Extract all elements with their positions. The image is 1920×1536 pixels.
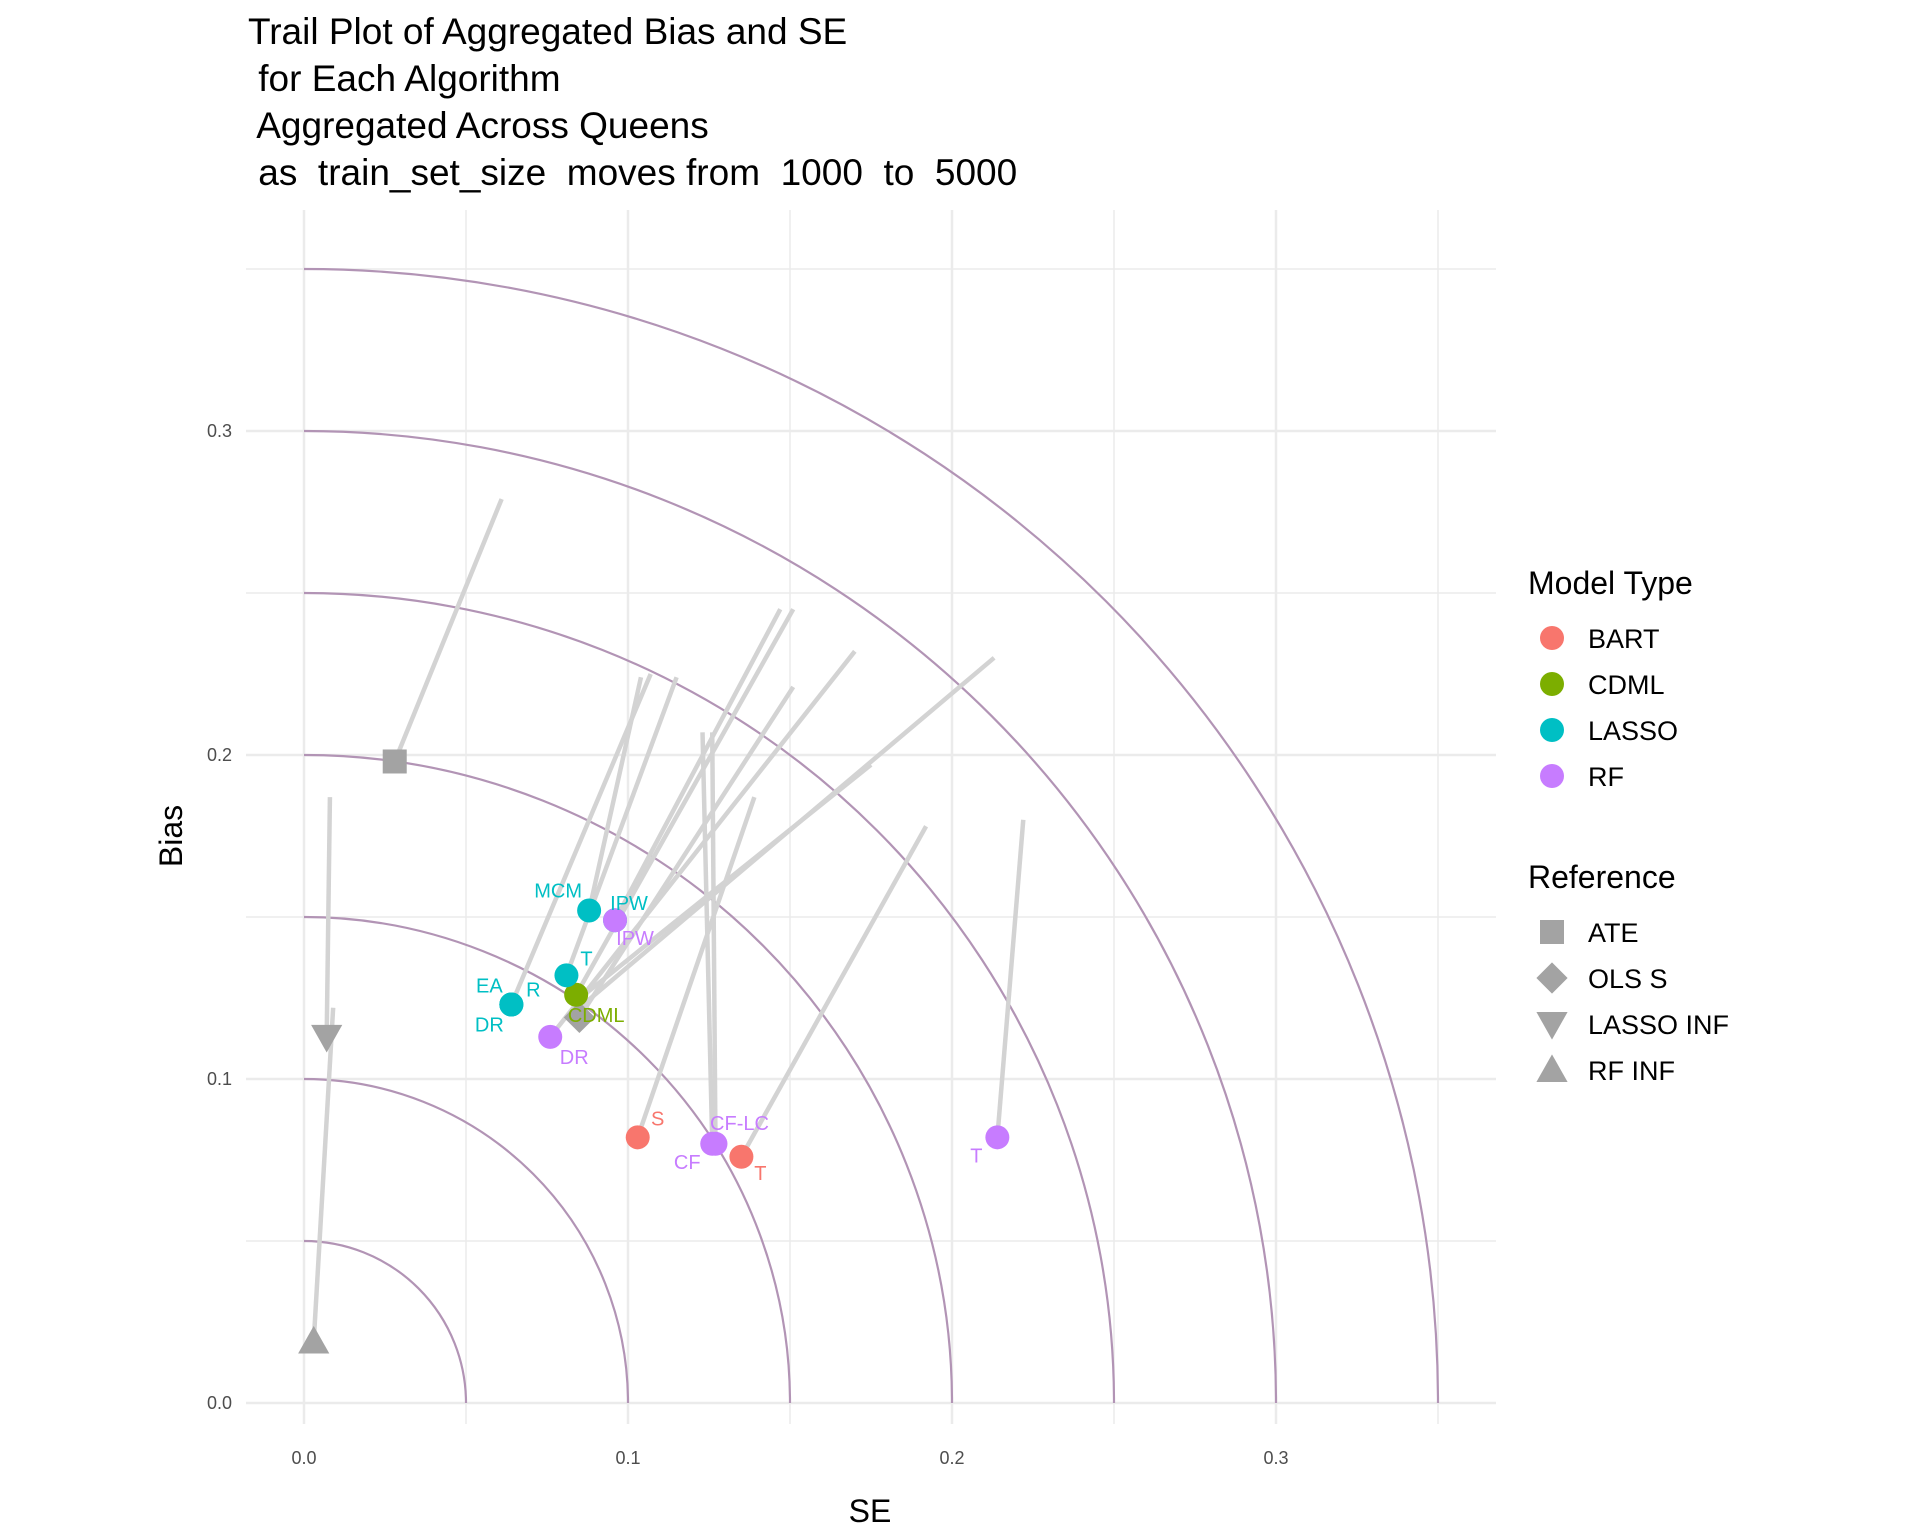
y-tick-label: 0.0 [207,1393,232,1413]
point-label: CF-LC [710,1113,769,1135]
legend-label: LASSO INF [1588,1010,1729,1040]
trail-line [739,825,929,1158]
point-label: S [651,1108,664,1130]
trail-line [586,676,644,912]
point-label: DR [475,1014,504,1036]
trail-line [577,685,796,1019]
legend-label: ATE [1588,918,1639,948]
data-point-rf [603,908,628,933]
point-label: T [580,948,592,970]
legend-key-cdml [1540,672,1564,696]
legend-key-bart [1540,626,1564,650]
trail-line [635,796,757,1139]
x-tick-label: 0.1 [615,1448,640,1468]
trail-line [324,797,333,1037]
x-axis-title: SE [849,1493,892,1529]
legend-label: CDML [1588,670,1665,700]
data-point-lasso [499,992,524,1017]
legend-label: RF INF [1588,1056,1675,1086]
data-points [298,749,1010,1354]
point-label: CDML [568,1005,625,1027]
legend-key-ols-s [1536,962,1568,994]
title-line-4: as train_set_size moves from 1000 to 500… [248,152,1017,193]
data-point-lasso [554,963,579,988]
legend-title-reference: Reference [1528,859,1676,895]
data-point-rf [703,1131,728,1156]
reference-point-ols-s [563,1001,595,1034]
reference-arc [303,753,954,1404]
legend-label: OLS S [1588,964,1668,994]
legend-key-lasso-inf [1536,1012,1568,1040]
point-label: MCM [534,881,582,903]
x-tick-label: 0.0 [291,1448,316,1468]
point-label: IPW [616,928,654,950]
legend-key-ate [1540,920,1564,944]
point-label: CF [674,1152,701,1174]
legend-key-rf [1540,764,1564,788]
point-label: EA [476,975,503,997]
reference-arc [303,267,1440,1404]
reference-arc [303,1239,468,1404]
legend: Model Type BART CDML LASSO RF Reference ATE OLS… [1528,565,1729,1086]
data-point-rf [538,1024,563,1049]
trail-line [995,819,1026,1138]
title-line-3: Aggregated Across Queens [248,105,709,146]
trail-line [564,676,679,977]
reference-arc [303,915,792,1404]
reference-arc [303,591,1116,1404]
data-point-bart [729,1144,754,1169]
y-tick-label: 0.3 [207,421,232,441]
legend-key-lasso [1540,718,1564,742]
x-tick-label: 0.3 [1263,1448,1288,1468]
reference-point-rf-inf [298,1325,330,1354]
legend-label: RF [1588,762,1624,792]
reference-point-lasso-inf [311,1024,343,1053]
legend-label: BART [1588,624,1660,654]
point-label: R [526,979,540,1001]
reference-arcs [303,267,1440,1404]
legend-title-model-type: Model Type [1528,565,1693,601]
trail-lines [311,498,1026,1342]
trail-line [548,649,857,1039]
point-labels: S T CDML MCM T EA R DR IPW IPW DR CF CF-LC T [475,881,983,1185]
trail-line [613,608,783,922]
trail-line [311,1007,336,1342]
data-point-rf [985,1125,1010,1150]
trail-line [709,732,718,1144]
data-point-bart [625,1125,650,1150]
chart-title: Trail Plot of Aggregated Bias and SE for… [248,11,1017,193]
y-axis-title: Bias [153,805,189,867]
data-point-cdml [564,982,589,1007]
legend-key-rf-inf [1536,1054,1568,1082]
y-tick-label: 0.1 [207,1069,232,1089]
point-label: IPW [610,893,648,915]
axis-ticks: 0.0 0.1 0.2 0.3 0.0 0.1 0.2 0.3 [207,421,1289,1468]
x-tick-label: 0.2 [939,1448,964,1468]
reference-arc [303,1077,630,1404]
legend-label: LASSO [1588,716,1678,746]
title-line-2: for Each Algorithm [248,58,561,99]
y-tick-label: 0.2 [207,745,232,765]
point-label: DR [560,1047,589,1069]
reference-arc [303,429,1278,1404]
title-line-1: Trail Plot of Aggregated Bias and SE [248,11,847,52]
grid-layer [246,210,1496,1424]
trail-line [392,498,504,763]
data-point-lasso [577,898,602,923]
trail-line [574,608,796,996]
point-label: T [754,1163,766,1185]
reference-point-ate [382,749,407,774]
point-label: T [970,1145,982,1167]
